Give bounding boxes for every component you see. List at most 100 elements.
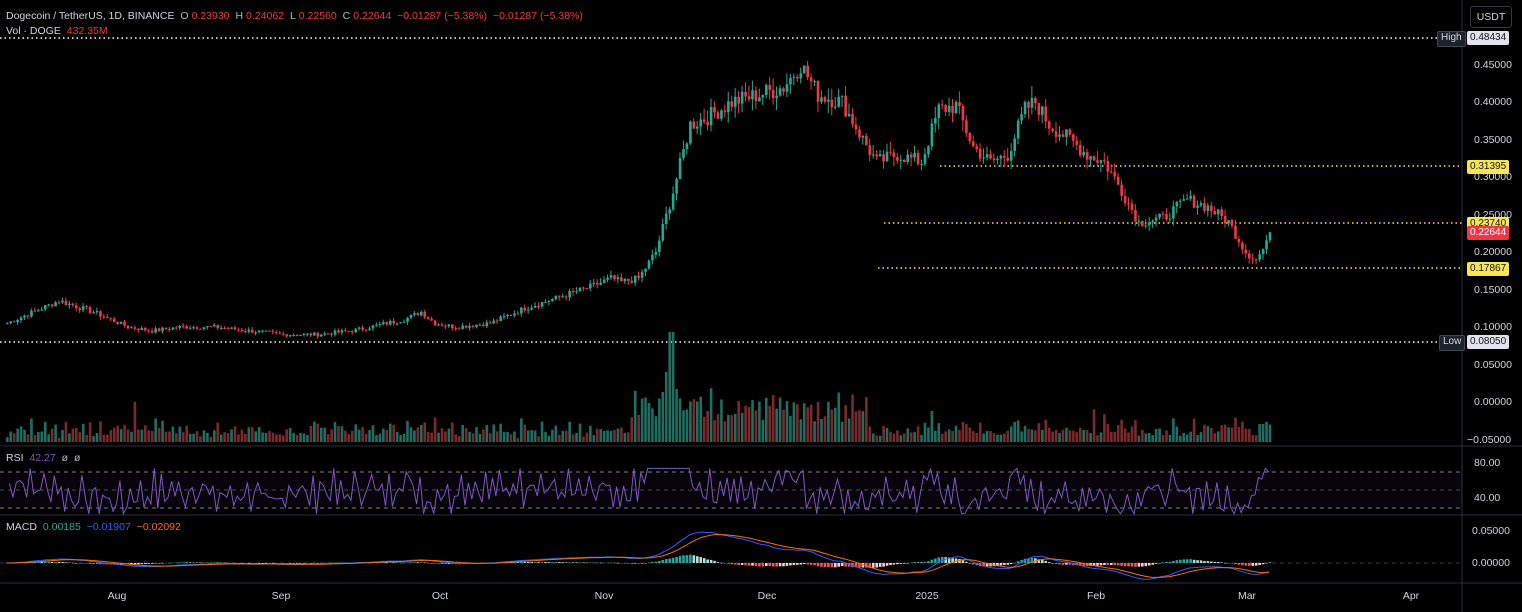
volume-bar — [944, 431, 947, 442]
volume-bar — [940, 433, 944, 442]
volume-bar — [99, 421, 102, 442]
candle-body — [23, 315, 26, 318]
macd-histogram-bar — [1113, 563, 1117, 566]
macd-histogram-bar — [671, 557, 675, 563]
candle-body — [78, 308, 82, 311]
macd-histogram-bar — [1130, 563, 1134, 567]
macd-histogram-bar — [854, 563, 858, 568]
candle-body — [40, 309, 44, 311]
macd-histogram-bar — [382, 562, 385, 563]
macd-histogram-bar — [599, 562, 602, 564]
macd-histogram-bar — [616, 562, 620, 564]
candle-body — [1206, 205, 1210, 211]
candle-body — [319, 334, 323, 337]
volume-bar — [865, 396, 868, 442]
volume-bar — [1175, 426, 1179, 442]
macd-histogram-bar — [275, 563, 278, 564]
candle-body — [1137, 220, 1141, 222]
volume-bar — [64, 421, 68, 442]
candle-body — [1230, 220, 1234, 226]
volume-bar — [878, 435, 882, 442]
macd-histogram-bar — [575, 562, 578, 563]
volume-bar — [1234, 417, 1237, 442]
currency-button[interactable]: USDT — [1470, 6, 1512, 28]
volume-bar — [526, 430, 530, 442]
candle-body — [192, 327, 195, 329]
candle-body — [1261, 249, 1265, 255]
macd-histogram-bar — [64, 562, 68, 563]
candle-body — [1213, 210, 1217, 215]
volume-bar — [195, 431, 199, 442]
candle-body — [520, 307, 523, 314]
volume-bar — [85, 434, 88, 442]
volume-bar — [892, 433, 896, 442]
candle-body — [751, 90, 754, 100]
macd-histogram-bar — [1254, 563, 1258, 566]
candle-body — [1134, 209, 1137, 222]
volume-bar — [544, 431, 547, 442]
price-tick-label: 0.45000 — [1474, 58, 1512, 71]
volume-bar — [71, 428, 75, 442]
candle-body — [1054, 131, 1058, 137]
candle-body — [430, 318, 433, 321]
macd-histogram-bar — [1099, 563, 1103, 566]
macd-histogram-bar — [723, 563, 727, 564]
close-label: C — [342, 10, 351, 22]
candle-body — [606, 277, 609, 280]
volume-bar — [440, 428, 444, 442]
volume-bar — [630, 417, 634, 442]
volume-bar — [371, 425, 375, 442]
candle-body — [809, 77, 813, 82]
candle-body — [492, 320, 496, 324]
volume-bar — [713, 420, 716, 442]
candle-body — [1051, 128, 1054, 132]
candle-body — [658, 240, 661, 252]
candle-body — [288, 335, 292, 337]
macd-histogram-bar — [1206, 561, 1210, 563]
candle-body — [88, 307, 92, 313]
candle-body — [6, 323, 9, 325]
price-tick-label: 0.40000 — [1474, 96, 1512, 108]
high-tag-label: High — [1437, 31, 1466, 47]
macd-histogram-bar — [1199, 560, 1203, 563]
candle-body — [464, 325, 468, 328]
macd-histogram-bar — [585, 562, 589, 564]
candle-body — [1223, 215, 1227, 224]
volume-bar — [978, 422, 982, 442]
candle-body — [109, 317, 113, 319]
candle-body — [789, 77, 792, 85]
candle-body — [951, 105, 954, 114]
volume-bar — [9, 431, 13, 442]
macd-histogram-bar — [554, 562, 558, 563]
candle-body — [1110, 171, 1113, 173]
candle-body — [699, 119, 703, 127]
macd-line-value: −0.01907 — [86, 521, 131, 533]
low-tag-label: Low — [1439, 335, 1466, 351]
macd-histogram-bar — [185, 562, 188, 563]
volume-bar — [1078, 427, 1082, 442]
macd-label[interactable]: MACD — [6, 521, 37, 533]
symbol-title[interactable]: Dogecoin / TetherUS, 1D, BINANCE — [6, 10, 175, 22]
volume-bar — [106, 434, 109, 442]
volume-bar — [675, 389, 678, 442]
candle-body — [861, 135, 865, 138]
volume-bar — [395, 431, 399, 442]
macd-histogram-bar — [716, 562, 720, 563]
volume-bar — [1099, 432, 1103, 442]
volume-bar — [1223, 424, 1227, 442]
volume-bar — [192, 433, 195, 442]
macd-histogram-bar — [847, 563, 851, 567]
candle-body — [382, 322, 385, 325]
candle-body — [820, 97, 823, 102]
volume-bar — [1237, 426, 1241, 442]
macd-histogram-bar — [1058, 563, 1061, 565]
rsi-label[interactable]: RSI — [6, 452, 24, 464]
volume-bar — [1027, 428, 1030, 442]
candle-body — [1044, 106, 1048, 122]
volume-bar — [1179, 435, 1182, 442]
volume-bar — [1041, 429, 1044, 442]
macd-histogram-bar — [226, 562, 230, 564]
candle-body — [968, 133, 972, 142]
